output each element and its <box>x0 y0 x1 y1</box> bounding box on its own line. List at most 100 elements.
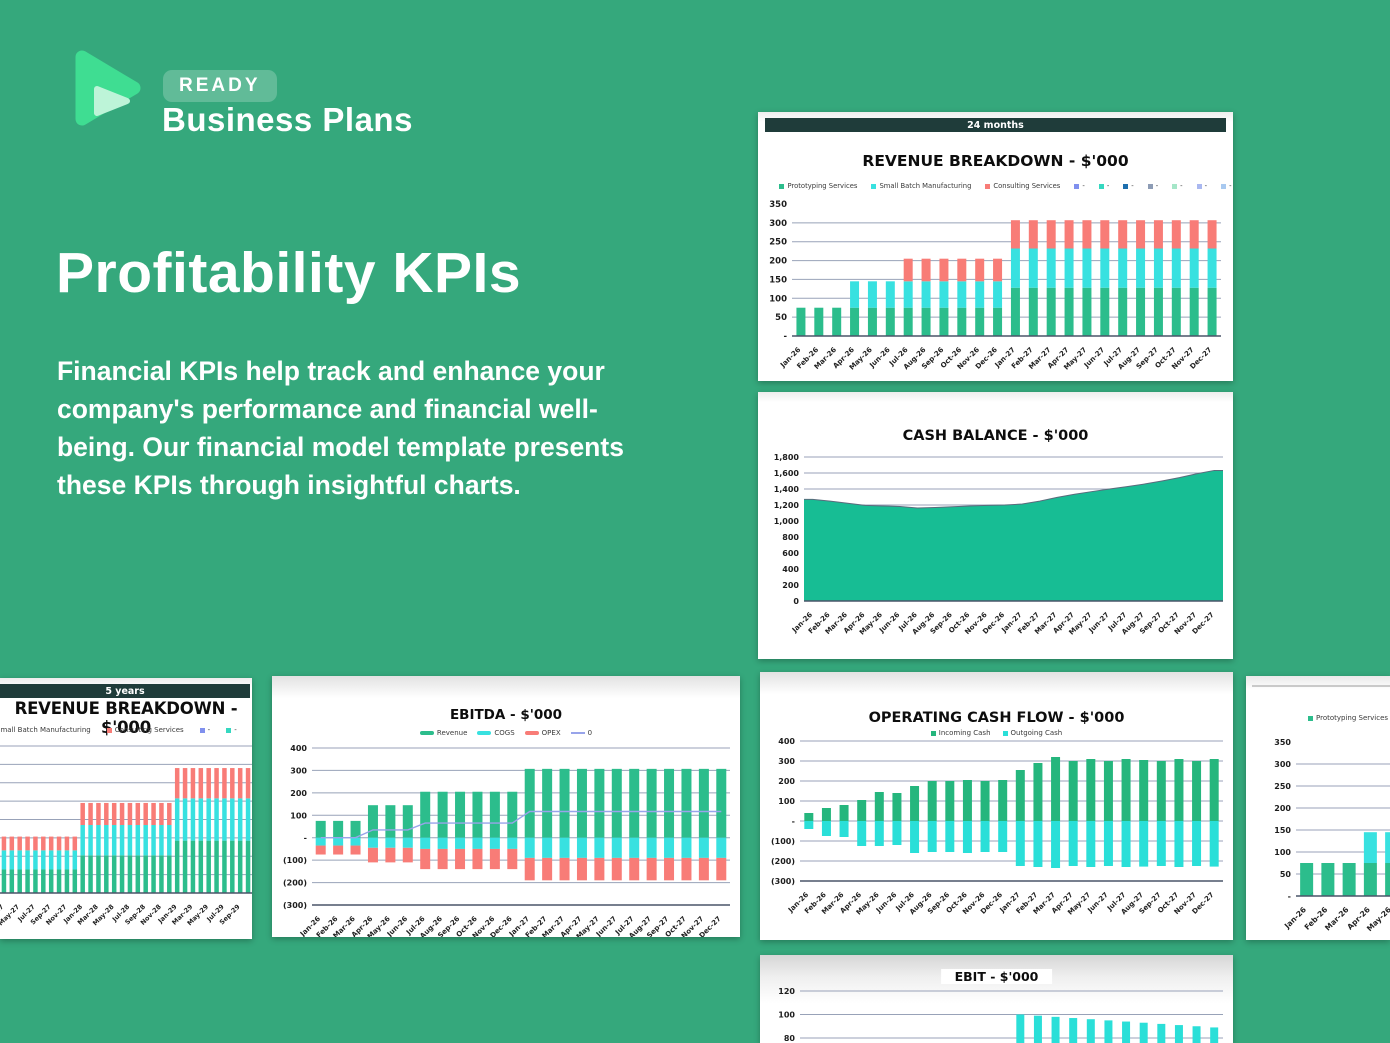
ebitda-chart: 400300200100-(100)(200)(300)Jan-26Feb-26… <box>283 744 730 937</box>
svg-text:50: 50 <box>775 313 787 323</box>
legend-item: Outgoing Cash <box>1002 729 1063 737</box>
svg-text:200: 200 <box>769 257 787 267</box>
chart-title: REVENUE BREAKDOWN - $'000 <box>14 699 238 737</box>
legend-marker <box>871 183 877 189</box>
legend-item: COGS <box>477 729 515 737</box>
legend-label: OPEX <box>541 729 561 737</box>
legend-item: Small Batch Manufacturing <box>871 182 971 190</box>
card-revenue-breakdown-24m: 24 months REVENUE BREAKDOWN - $'000 Prot… <box>758 112 1233 381</box>
svg-text:250: 250 <box>1274 782 1291 791</box>
svg-text:150: 150 <box>769 275 787 285</box>
legend-marker <box>1308 715 1313 721</box>
legend-label: Prototyping Services <box>1316 714 1389 722</box>
legend-marker <box>226 727 232 733</box>
chart-legend: Revenue COGS OPEX 0 <box>272 729 740 737</box>
svg-text:-: - <box>304 834 307 843</box>
svg-text:300: 300 <box>778 757 795 766</box>
period-badge: 5 years <box>0 684 250 698</box>
legend-marker <box>985 183 991 189</box>
legend-label: Consulting Services <box>114 726 184 734</box>
svg-text:150: 150 <box>1274 826 1291 835</box>
chart-legend: Prototyping Services Small Batch Manufact… <box>779 182 1232 190</box>
svg-text:250: 250 <box>769 238 787 248</box>
svg-text:100: 100 <box>778 1011 795 1020</box>
svg-text:300: 300 <box>290 766 307 775</box>
legend-marker <box>1147 183 1153 189</box>
legend-item: Consulting Services <box>106 726 184 734</box>
legend-item: - <box>226 726 237 734</box>
chart-title: EBIT - $'000 <box>940 969 1053 984</box>
legend-marker <box>477 731 492 735</box>
ready-badge: READY <box>163 70 277 102</box>
legend-label: Small Batch Manufacturing <box>0 726 91 734</box>
brand-name: Business Plans <box>162 101 413 138</box>
legend-marker <box>1074 183 1080 189</box>
legend-label: 0 <box>587 729 593 737</box>
legend-marker <box>199 727 205 733</box>
revenue-right-chart: 35030025020015010050-Jan-26Feb-26Mar-26A… <box>1274 738 1390 933</box>
chart-title: CASH BALANCE - $'000 <box>902 428 1089 444</box>
legend-marker <box>1002 730 1008 736</box>
legend-marker <box>106 727 112 733</box>
legend-item: OPEX <box>524 729 561 737</box>
legend-marker <box>1221 183 1227 189</box>
ebit-chart: 120 100 80 <box>778 987 1223 1043</box>
play-logo-icon <box>75 50 141 126</box>
legend-item: - <box>199 726 211 734</box>
svg-text:(300): (300) <box>283 901 307 910</box>
svg-text:200: 200 <box>778 777 795 786</box>
svg-text:1,400: 1,400 <box>774 485 800 494</box>
legend-item: - <box>1123 182 1134 190</box>
svg-text:-: - <box>792 817 795 826</box>
card-revenue-breakdown-5y: 5 years REVENUE BREAKDOWN - $'000 Small … <box>0 678 252 939</box>
svg-text:1,000: 1,000 <box>774 517 800 526</box>
svg-text:-: - <box>1288 892 1291 901</box>
legend-marker <box>1196 183 1202 189</box>
legend-item: Prototyping Services <box>779 182 857 190</box>
legend-label: - <box>207 726 211 734</box>
svg-text:1,200: 1,200 <box>774 501 800 510</box>
legend-item: Revenue <box>419 729 467 737</box>
svg-text:100: 100 <box>778 797 795 806</box>
svg-text:350: 350 <box>1274 738 1291 747</box>
legend-label: - <box>1155 182 1159 190</box>
svg-text:350: 350 <box>769 200 787 210</box>
svg-text:400: 400 <box>778 737 795 746</box>
svg-text:(300): (300) <box>771 877 795 886</box>
svg-text:200: 200 <box>782 581 799 590</box>
cash-balance-chart: 1,8001,6001,4001,2001,0008006004002000Ja… <box>774 453 1223 637</box>
period-badge: 24 months <box>765 118 1226 132</box>
svg-text:-: - <box>783 332 787 342</box>
card-top-divider <box>1252 685 1390 687</box>
svg-text:400: 400 <box>782 565 799 574</box>
legend-label: Incoming Cash <box>938 729 991 737</box>
svg-text:Mar-26: Mar-26 <box>1323 905 1350 932</box>
legend-label: - <box>234 726 237 734</box>
legend-item: 0 <box>570 729 593 737</box>
chart-legend: Incoming Cash Outgoing Cash <box>760 729 1233 737</box>
card-operating-cash-flow: OPERATING CASH FLOW - $'000 Incoming Cas… <box>760 672 1233 940</box>
svg-text:(100): (100) <box>771 837 795 846</box>
card-ebit: EBIT - $'000 120 100 80 <box>760 955 1233 1043</box>
svg-text:120: 120 <box>778 987 795 996</box>
legend-label: Consulting Services <box>993 182 1061 190</box>
legend-label: - <box>1229 182 1232 190</box>
chart-title: EBITDA - $'000 <box>449 707 563 723</box>
legend-label: - <box>1082 182 1085 190</box>
card-revenue-breakdown-right: Prototyping Services 350 300 250 200 150 100 5… <box>1246 676 1390 940</box>
svg-text:1,600: 1,600 <box>774 469 800 478</box>
chart-title: OPERATING CASH FLOW - $'000 <box>868 710 1125 726</box>
svg-text:300: 300 <box>769 219 787 229</box>
legend-marker <box>1172 183 1178 189</box>
svg-text:80: 80 <box>784 1034 796 1043</box>
legend-label: Outgoing Cash <box>1010 729 1063 737</box>
svg-text:200: 200 <box>1274 804 1291 813</box>
operating-cash-flow-chart: 400300200100-(100)(200)(300)Jan-26Feb-26… <box>771 737 1223 917</box>
svg-text:(200): (200) <box>771 857 795 866</box>
legend-label: Prototyping Services <box>787 182 858 190</box>
legend-label: COGS <box>494 729 515 737</box>
legend-marker <box>779 183 785 189</box>
revenue-5y-chart: Mar-27May-27Jul-27Sep-27Nov-27Jan-28Mar-… <box>0 745 252 927</box>
legend-marker <box>570 732 585 734</box>
card-cash-balance: CASH BALANCE - $'000 1,800 1,600 1,400 1,20… <box>758 392 1233 659</box>
